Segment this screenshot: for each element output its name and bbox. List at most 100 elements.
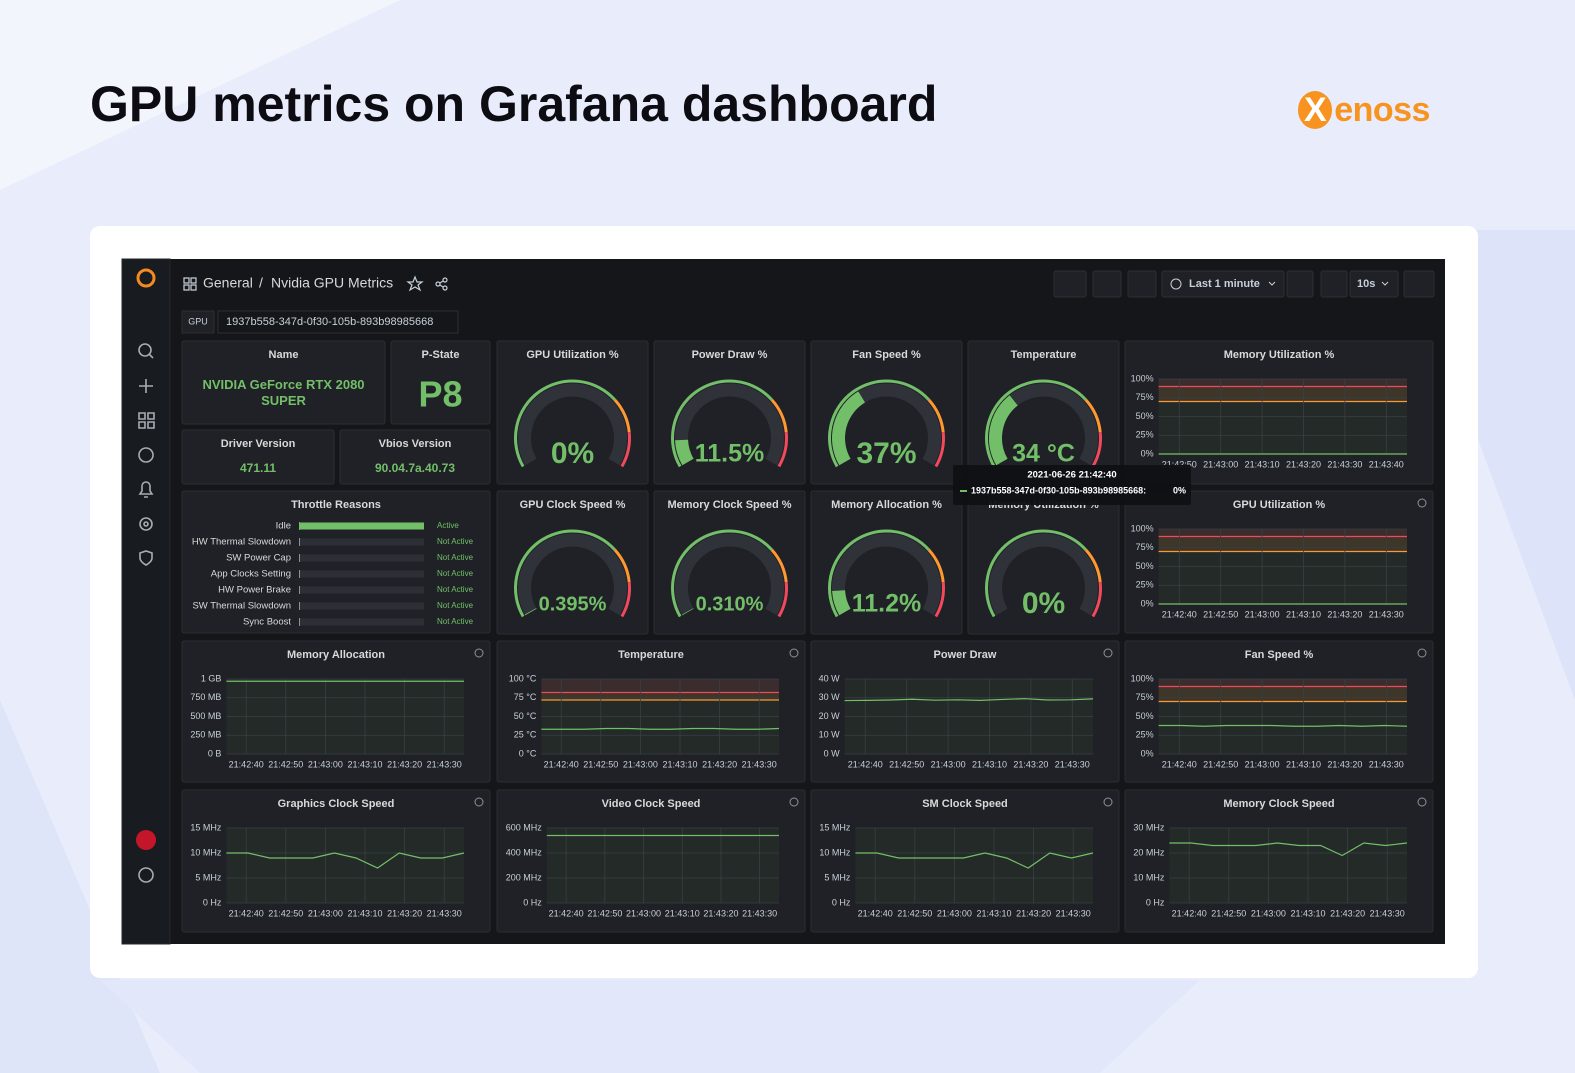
chevron xyxy=(1268,281,1389,286)
clock-icon xyxy=(1170,278,1182,290)
plot-area xyxy=(855,828,1093,903)
throttle-track xyxy=(299,570,424,578)
threshold-band xyxy=(541,679,779,693)
variable-select[interactable] xyxy=(217,310,459,334)
grafana-logo[interactable] xyxy=(136,268,156,288)
panel-title: Temperature xyxy=(618,649,684,661)
panel-title: Memory Allocation xyxy=(287,649,385,661)
x-tick-label: 21:43:40 xyxy=(1369,459,1404,469)
gauge-track xyxy=(675,533,784,616)
panel-title: Memory Utilization % xyxy=(1224,349,1335,361)
gauge-threshold xyxy=(613,398,631,433)
throttle-track xyxy=(299,554,424,562)
y-tick-label: 1 GB xyxy=(201,673,222,683)
y-tick-label: 50 °C xyxy=(514,711,537,721)
x-tick-label: 21:43:20 xyxy=(387,759,422,769)
x-tick-label: 21:43:10 xyxy=(347,908,382,918)
throttle-track xyxy=(299,602,424,610)
alerting-icon[interactable] xyxy=(138,481,154,498)
panel xyxy=(496,490,649,635)
throttle-name: HW Power Brake xyxy=(218,585,291,596)
panel-title: P-State xyxy=(422,349,460,361)
x-tick-label: 21:42:50 xyxy=(587,908,622,918)
config-icon[interactable] xyxy=(139,517,153,531)
gauge-label: 11.5% xyxy=(695,440,765,468)
x-tick-label: 21:43:00 xyxy=(308,759,343,769)
toolbar-button[interactable] xyxy=(1092,270,1122,298)
y-tick-label: 100% xyxy=(1131,373,1154,383)
star-icon[interactable] xyxy=(406,275,424,292)
y-tick-label: 25% xyxy=(1136,730,1154,740)
throttle-name: Idle xyxy=(276,521,291,532)
shield-icon[interactable] xyxy=(139,550,153,566)
y-tick-label: 100 °C xyxy=(509,673,537,683)
y-tick-label: 750 MB xyxy=(190,692,221,702)
create-icon[interactable] xyxy=(139,379,153,393)
gauge-value xyxy=(989,395,1018,466)
y-tick-label: 75 °C xyxy=(514,692,537,702)
y-tick-label: 0 Hz xyxy=(203,897,222,907)
panel-title: GPU Clock Speed % xyxy=(520,499,626,511)
share-icon[interactable] xyxy=(435,277,448,291)
throttle-status: Not Active xyxy=(437,553,474,562)
throttle-status: Active xyxy=(437,521,459,530)
series-line xyxy=(1158,724,1408,727)
x-tick-label: 21:43:10 xyxy=(1290,908,1325,918)
gauge-threshold xyxy=(828,529,930,618)
y-tick-label: 0% xyxy=(1141,748,1154,758)
gauge-threshold xyxy=(514,379,616,468)
breadcrumb: Nvidia GPU Metrics xyxy=(271,275,393,291)
stat-value: 471.11 xyxy=(240,461,276,475)
series-line xyxy=(855,852,1094,869)
sidebar-icons xyxy=(138,343,155,883)
gauge-threshold xyxy=(927,398,945,433)
toolbar-button[interactable] xyxy=(1127,270,1157,298)
panel-title: Video Clock Speed xyxy=(602,798,701,810)
explore-icon[interactable] xyxy=(138,447,154,463)
y-tick-label: 10 MHz xyxy=(819,847,851,857)
x-tick-label: 21:43:20 xyxy=(1330,908,1365,918)
refresh-icon xyxy=(1417,498,1427,508)
throttle-name: SW Power Cap xyxy=(226,553,291,564)
y-tick-label: 40 W xyxy=(819,673,841,683)
panel-title: GPU Utilization % xyxy=(526,349,619,361)
brand-logo: Xenoss xyxy=(1304,91,1430,129)
x-tick-label: 21:42:40 xyxy=(1162,759,1197,769)
throttle-track xyxy=(299,618,424,626)
x-tick-label: 21:43:00 xyxy=(1251,908,1286,918)
refresh-interval: 10s xyxy=(1357,278,1375,290)
panel xyxy=(810,490,963,635)
search-icon[interactable] xyxy=(138,343,152,357)
x-tick-label: 21:42:50 xyxy=(268,908,303,918)
toolbar-button[interactable] xyxy=(1349,270,1399,298)
panel-title: GPU Utilization % xyxy=(1233,499,1326,511)
gauge-label: 0% xyxy=(1022,587,1065,620)
gauge-track xyxy=(675,383,784,466)
toolbar-button[interactable] xyxy=(1053,270,1087,298)
dashboards-icon[interactable] xyxy=(138,412,155,429)
throttle-status: Not Active xyxy=(437,601,474,610)
x-tick-label: 21:43:30 xyxy=(1369,759,1404,769)
x-tick-label: 21:43:20 xyxy=(387,908,422,918)
gauge-threshold xyxy=(777,431,788,468)
help-icon[interactable] xyxy=(138,867,154,883)
y-tick-label: 0 B xyxy=(208,748,222,758)
y-tick-label: 25 °C xyxy=(514,730,537,740)
gauge-label: 0.310% xyxy=(696,593,764,615)
y-tick-label: 100% xyxy=(1131,523,1154,533)
series-line xyxy=(1169,842,1408,857)
avatar[interactable] xyxy=(136,830,156,850)
toolbar-button[interactable] xyxy=(1320,270,1348,298)
toolbar-button[interactable] xyxy=(1286,270,1314,298)
x-tick-label: 21:43:00 xyxy=(1245,609,1280,619)
gauge-threshold xyxy=(613,548,631,583)
toolbar-button[interactable] xyxy=(1161,270,1285,298)
x-tick-label: 21:43:10 xyxy=(1245,459,1280,469)
x-tick-label: 21:43:30 xyxy=(427,908,462,918)
toolbar-button[interactable] xyxy=(1403,270,1435,298)
x-tick-label: 21:43:00 xyxy=(1203,459,1238,469)
y-tick-label: 0 °C xyxy=(519,748,537,758)
x-tick-label: 21:43:30 xyxy=(427,759,462,769)
y-tick-label: 75% xyxy=(1136,542,1154,552)
gauge-threshold xyxy=(514,529,616,618)
